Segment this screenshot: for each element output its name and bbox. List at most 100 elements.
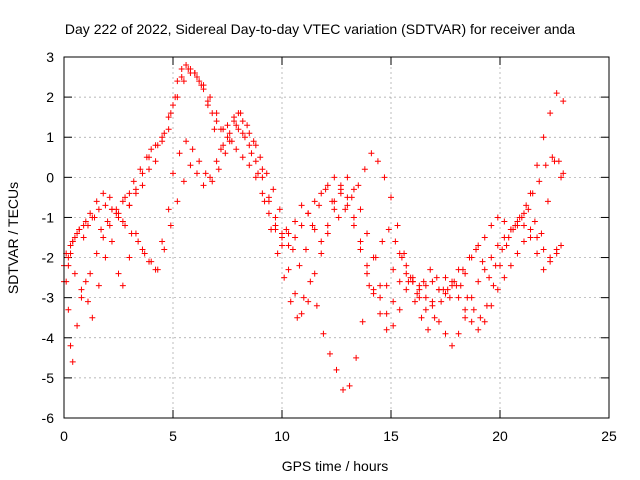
data-point [318, 239, 324, 245]
data-point [377, 283, 383, 289]
data-point [270, 186, 276, 192]
data-point [464, 295, 470, 301]
data-point [351, 186, 357, 192]
data-point [443, 275, 449, 281]
data-point [133, 186, 139, 192]
data-point [427, 267, 433, 273]
data-point [547, 110, 553, 116]
data-point [349, 194, 355, 200]
data-point [211, 126, 217, 132]
data-point [78, 295, 84, 301]
data-point [116, 271, 122, 277]
x-tick-label: 10 [274, 428, 290, 444]
data-point [72, 271, 78, 277]
axis-ticks: -6 -5 -4 -3 -2 -1 0 1 2 3 0 5 10 15 20 25 [42, 49, 617, 444]
y-tick-label: -3 [42, 290, 55, 306]
data-point [534, 162, 540, 168]
data-point [233, 146, 239, 152]
data-point [375, 158, 381, 164]
data-point [488, 255, 494, 261]
data-point [81, 235, 87, 241]
data-point [436, 319, 442, 325]
data-point [490, 283, 496, 289]
data-point [528, 235, 534, 241]
data-point [514, 251, 520, 257]
data-point [379, 239, 385, 245]
data-point [528, 226, 534, 232]
data-point [98, 226, 104, 232]
data-point [268, 226, 274, 232]
data-point [85, 299, 91, 305]
data-point [325, 230, 331, 236]
data-point [107, 194, 113, 200]
data-point [541, 247, 547, 253]
data-point [259, 166, 265, 172]
data-point [397, 279, 403, 285]
data-point [126, 255, 132, 261]
data-point [174, 78, 180, 84]
data-point [139, 182, 145, 188]
data-point [257, 154, 263, 160]
data-point [347, 383, 353, 389]
data-point [299, 311, 305, 317]
data-point [366, 283, 372, 289]
data-point [100, 190, 106, 196]
data-point [449, 343, 455, 349]
data-point [70, 359, 76, 365]
data-point [416, 283, 422, 289]
data-point [222, 150, 228, 156]
data-point [94, 198, 100, 204]
data-point [159, 239, 165, 245]
data-point [281, 275, 287, 281]
data-point [131, 178, 137, 184]
data-point [100, 235, 106, 241]
data-point [109, 239, 115, 245]
data-point [560, 98, 566, 104]
y-tick-label: -2 [42, 250, 55, 266]
data-point [545, 198, 551, 204]
data-point [161, 247, 167, 253]
data-point [96, 283, 102, 289]
data-point [475, 327, 481, 333]
data-point [248, 150, 254, 156]
data-point [357, 239, 363, 245]
data-point [214, 158, 220, 164]
data-point [482, 319, 488, 325]
data-point [314, 303, 320, 309]
data-point [357, 206, 363, 212]
data-points [61, 62, 566, 393]
data-point [301, 295, 307, 301]
x-tick-label: 20 [492, 428, 508, 444]
data-point [547, 255, 553, 261]
data-point [120, 283, 126, 289]
data-point [240, 118, 246, 124]
chart-title: Day 222 of 2022, Sidereal Day-to-day VTE… [65, 21, 575, 37]
y-tick-label: -6 [42, 410, 55, 426]
data-point [216, 166, 222, 172]
plot-frame [64, 57, 609, 418]
data-point [65, 307, 71, 313]
data-point [447, 295, 453, 301]
data-point [166, 206, 172, 212]
y-tick-label: 3 [46, 49, 54, 65]
data-point [423, 295, 429, 301]
data-point [259, 174, 265, 180]
data-point [541, 267, 547, 273]
x-tick-label: 15 [383, 428, 399, 444]
x-tick-label: 5 [169, 428, 177, 444]
data-point [538, 230, 544, 236]
data-point [312, 271, 318, 277]
data-point [129, 230, 135, 236]
y-tick-label: -5 [42, 370, 55, 386]
data-point [403, 271, 409, 277]
data-point [377, 311, 383, 317]
x-axis-label: GPS time / hours [282, 458, 389, 474]
data-point [135, 239, 141, 245]
data-point [94, 251, 100, 257]
data-point [429, 299, 435, 305]
data-point [170, 170, 176, 176]
data-point [357, 247, 363, 253]
data-point [190, 146, 196, 152]
data-point [477, 315, 483, 321]
y-tick-label: -4 [42, 330, 55, 346]
